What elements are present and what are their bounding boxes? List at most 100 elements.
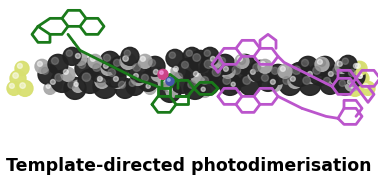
Circle shape [121,47,139,65]
Circle shape [42,67,48,74]
Circle shape [64,77,86,99]
Circle shape [129,60,151,82]
Circle shape [159,80,181,102]
Circle shape [167,79,170,81]
Circle shape [75,58,95,78]
Circle shape [358,73,363,78]
Circle shape [345,77,359,91]
Circle shape [248,67,262,81]
Circle shape [235,54,255,74]
Circle shape [253,64,260,71]
Circle shape [7,81,21,95]
Circle shape [37,61,42,66]
Circle shape [170,69,194,93]
Circle shape [243,77,251,84]
Circle shape [303,77,311,84]
Circle shape [299,73,321,95]
Circle shape [129,80,135,86]
Circle shape [108,69,116,76]
Circle shape [111,74,125,88]
Circle shape [181,61,189,68]
Circle shape [174,66,178,71]
Circle shape [298,56,318,76]
Circle shape [335,59,349,73]
Circle shape [309,63,331,85]
Circle shape [76,54,81,58]
Circle shape [353,63,358,68]
Circle shape [290,77,295,81]
Circle shape [204,60,212,68]
Circle shape [231,82,235,86]
Circle shape [15,61,29,75]
Circle shape [288,62,312,86]
Circle shape [358,74,362,78]
Circle shape [345,66,365,86]
Circle shape [51,70,73,92]
Circle shape [315,56,335,76]
Circle shape [218,57,226,64]
Circle shape [160,71,163,74]
Circle shape [235,54,249,68]
Circle shape [361,81,375,95]
Circle shape [46,84,50,88]
Circle shape [278,64,292,78]
Circle shape [95,74,109,88]
Circle shape [145,56,165,76]
Circle shape [191,69,205,83]
Circle shape [237,56,242,61]
Circle shape [171,64,185,78]
Circle shape [229,80,241,92]
Circle shape [144,82,156,94]
Circle shape [89,60,111,82]
Circle shape [20,83,25,88]
Circle shape [104,54,110,61]
Circle shape [9,84,14,88]
Circle shape [113,59,121,66]
Circle shape [120,53,136,69]
Circle shape [138,54,152,68]
Circle shape [349,69,355,76]
Circle shape [271,67,279,74]
Circle shape [149,59,155,66]
Circle shape [64,69,68,74]
Circle shape [123,56,129,61]
Circle shape [17,63,22,68]
Circle shape [74,82,78,86]
Circle shape [35,59,49,73]
Circle shape [262,74,268,81]
Circle shape [292,66,301,74]
Circle shape [183,47,201,65]
Circle shape [153,69,158,74]
Circle shape [342,58,349,64]
Circle shape [204,50,211,56]
Circle shape [324,77,330,84]
Circle shape [200,56,224,80]
Circle shape [219,73,241,95]
Circle shape [353,61,367,75]
Circle shape [208,64,232,88]
Circle shape [73,51,87,65]
Circle shape [199,85,211,97]
Circle shape [194,71,198,76]
Circle shape [364,84,368,88]
Text: Template-directed photodimerisation: Template-directed photodimerisation [6,157,372,175]
Circle shape [239,57,245,64]
Circle shape [307,71,312,76]
Circle shape [319,59,325,66]
Circle shape [72,80,84,92]
Circle shape [166,77,174,85]
Circle shape [115,78,135,98]
Circle shape [333,67,341,74]
Circle shape [356,72,368,84]
Circle shape [315,57,329,71]
Circle shape [228,62,252,86]
Circle shape [63,47,81,65]
Circle shape [166,49,184,67]
Circle shape [305,69,319,83]
Circle shape [118,81,125,88]
Circle shape [350,83,355,88]
Circle shape [339,55,357,73]
Circle shape [320,74,340,94]
Circle shape [133,64,141,71]
Circle shape [55,74,62,81]
